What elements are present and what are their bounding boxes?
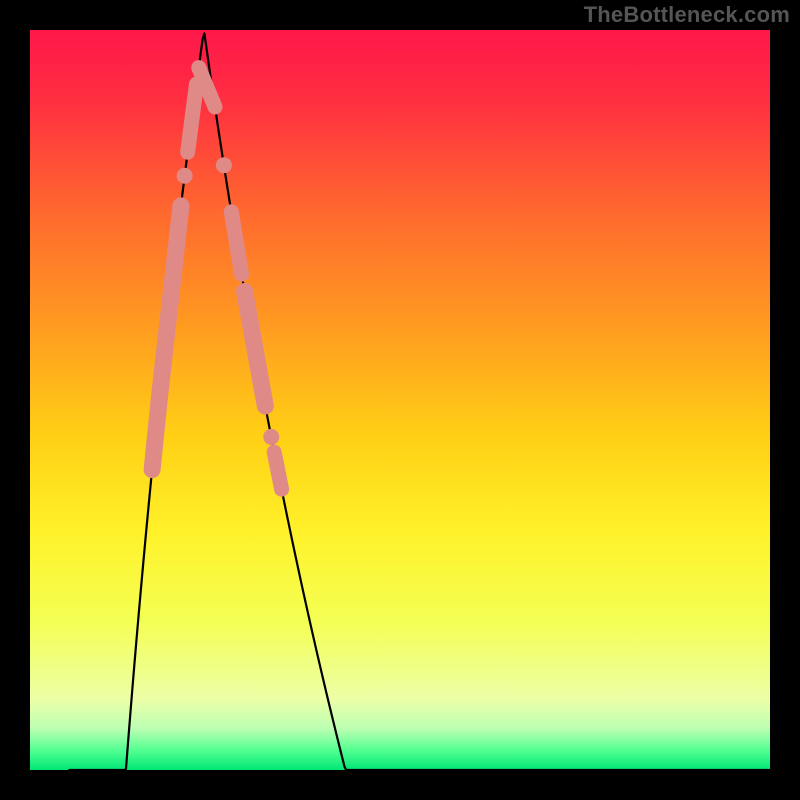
marker-pill <box>152 396 159 469</box>
chart-canvas: TheBottleneck.com <box>0 0 800 800</box>
watermark-text: TheBottleneck.com <box>584 2 790 28</box>
marker-dot <box>216 157 232 173</box>
plot-background <box>30 30 770 770</box>
marker-pill <box>274 452 281 489</box>
marker-pill <box>231 212 241 274</box>
marker-dot <box>177 168 193 184</box>
marker-pill <box>188 84 197 152</box>
marker-dot <box>263 429 279 445</box>
chart-svg <box>0 0 800 800</box>
